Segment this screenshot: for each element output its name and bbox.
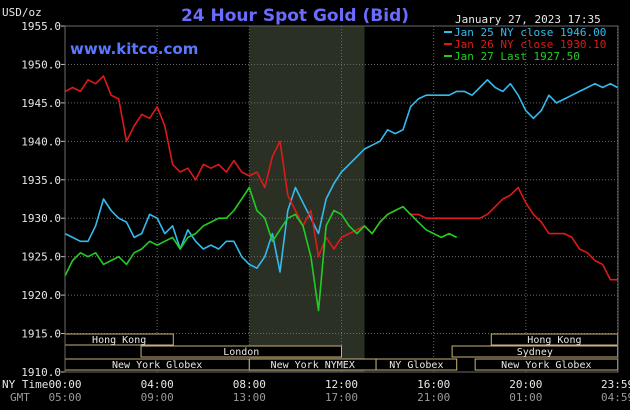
- x-tick-label-ny: 04:00: [141, 378, 174, 391]
- x-tick-label-gmt: 09:00: [141, 391, 174, 404]
- y-tick-label: 1920.0: [21, 289, 61, 302]
- y-tick-label: 1935.0: [21, 174, 61, 187]
- y-tick-label: 1910.0: [21, 366, 61, 379]
- session-box: New York Globex: [64, 358, 250, 371]
- session-label: Sydney: [517, 347, 553, 358]
- session-box: London: [140, 345, 342, 358]
- timestamp: January 27, 2023 17:35: [455, 13, 601, 26]
- session-box: Sydney: [451, 345, 619, 358]
- x-tick-label-gmt: 04:59: [601, 391, 630, 404]
- x-tick-label-gmt: 13:00: [233, 391, 266, 404]
- session-label: Hong Kong: [527, 335, 581, 346]
- x-tick-label-ny: 16:00: [417, 378, 450, 391]
- x-tick-label-ny: 20:00: [509, 378, 542, 391]
- y-tick-label: 1940.0: [21, 135, 61, 148]
- session-label: New York Globex: [501, 360, 591, 371]
- x-tick-label-ny: 00:00: [48, 378, 81, 391]
- x-tick-label-ny: 23:59: [601, 378, 630, 391]
- x-tick-label-ny: 08:00: [233, 378, 266, 391]
- series-line-2: [64, 75, 618, 281]
- session-label: Hong Kong: [92, 335, 146, 346]
- y-axis-label: USD/oz: [2, 6, 42, 19]
- y-tick-label: 1915.0: [21, 328, 61, 341]
- legend-entry: Jan 27 Last 1927.50: [454, 50, 580, 63]
- session-box: New York Globex: [474, 358, 619, 371]
- y-axis-ticks: 1955.0 1950.0 1945.0 1940.0 1935.0 1930.0 1925…: [21, 20, 65, 379]
- x-tick-label-gmt: 05:00: [48, 391, 81, 404]
- series-line-1: [64, 79, 618, 273]
- plot-frame: [64, 25, 619, 373]
- y-tick-label: 1945.0: [21, 97, 61, 110]
- session-rect: [140, 345, 342, 358]
- x-axis-label-gmt: GMT: [10, 391, 30, 404]
- legend-entry: Jan 25 NY close 1946.00: [454, 26, 606, 39]
- y-tick-label: 1925.0: [21, 251, 61, 264]
- x-axis-label-ny: NY Time: [2, 378, 48, 391]
- series-line-3: [64, 186, 458, 312]
- session-label: NY Globex: [389, 360, 443, 371]
- nymex-hours-highlight: [249, 26, 365, 372]
- session-box: Hong Kong: [490, 333, 619, 346]
- session-box: New York NYMEX: [248, 358, 377, 371]
- site-watermark: www.kitco.com: [70, 40, 198, 58]
- x-tick-label-gmt: 01:00: [509, 391, 542, 404]
- chart-title: 24 Hour Spot Gold (Bid): [181, 6, 409, 26]
- x-tick-label-gmt: 17:00: [325, 391, 358, 404]
- session-label: New York NYMEX: [271, 360, 355, 371]
- y-tick-label: 1950.0: [21, 58, 61, 71]
- y-tick-label: 1930.0: [21, 212, 61, 225]
- session-rect: [375, 358, 458, 371]
- series-lines: [64, 75, 618, 312]
- x-tick-label-gmt: 21:00: [417, 391, 450, 404]
- legend-entry: Jan 26 NY close 1930.10: [454, 38, 606, 51]
- session-label: New York Globex: [112, 360, 202, 371]
- session-label: London: [223, 347, 259, 358]
- session-box: NY Globex: [375, 358, 458, 371]
- trading-sessions: Hong Kong London New York Globex New York N…: [64, 333, 619, 371]
- x-tick-label-ny: 12:00: [325, 378, 358, 391]
- session-box: Hong Kong: [64, 333, 174, 346]
- y-tick-label: 1955.0: [21, 20, 61, 33]
